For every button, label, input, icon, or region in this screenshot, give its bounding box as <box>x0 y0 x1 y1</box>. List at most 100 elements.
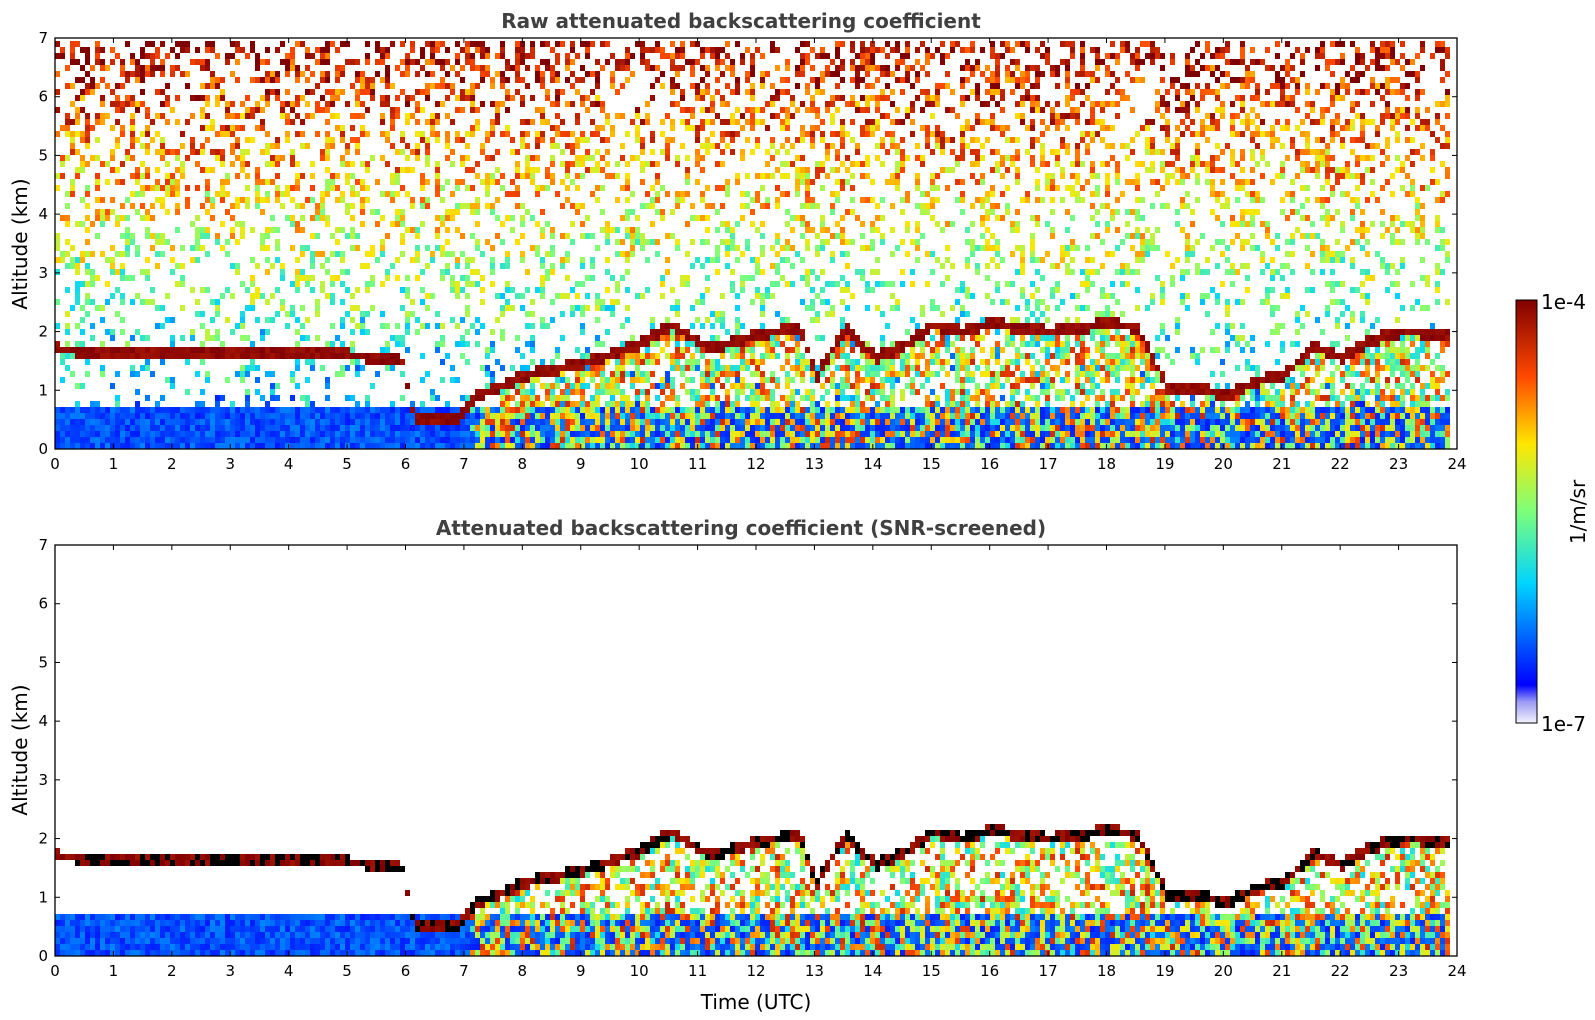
heat-cell-0-914 <box>220 95 225 101</box>
heat-cell-0-4788 <box>885 395 890 401</box>
heat-cell-0-4681 <box>865 53 870 59</box>
heat-cell-0-4467 <box>835 281 840 287</box>
heat-cell-0-4715 <box>870 47 875 53</box>
heat-cell-0-3396 <box>665 407 670 413</box>
heat-cell-0-2034 <box>430 443 435 449</box>
heat-cell-0-4064 <box>770 281 775 287</box>
heat-cell-0-1796 <box>385 443 390 449</box>
heat-cell-0-4693 <box>870 377 875 383</box>
heat-cell-0-900 <box>220 347 225 353</box>
heat-cell-0-1965 <box>415 251 420 257</box>
heat-cell-0-2192 <box>460 437 465 443</box>
heat-cell-0-3276 <box>640 47 645 53</box>
heat-cell-0-3227 <box>635 389 640 395</box>
heat-cell-0-987 <box>235 155 240 161</box>
heat-cell-0-353 <box>115 83 120 89</box>
heat-cell-0-3364 <box>660 431 665 437</box>
heat-cell-0-1330 <box>295 71 300 77</box>
heat-cell-0-4053 <box>770 401 775 407</box>
heat-cell-0-1846 <box>390 107 395 113</box>
heat-cell-0-922 <box>225 413 230 419</box>
heat-cell-0-2004 <box>420 53 425 59</box>
heat-cell-0-557 <box>155 431 160 437</box>
heat-cell-0-1272 <box>290 419 295 425</box>
heat-cell-0-3202 <box>630 359 635 365</box>
heat-cell-0-887 <box>215 95 220 101</box>
heat-cell-0-1295 <box>290 59 295 65</box>
heat-cell-0-4754 <box>880 407 885 413</box>
heat-cell-0-3040 <box>600 41 605 47</box>
heat-cell-0-1696 <box>360 89 365 95</box>
heat-cell-0-1663 <box>355 137 360 143</box>
heat-cell-0-3100 <box>615 431 620 437</box>
heat-cell-0-603 <box>160 143 165 149</box>
heat-cell-0-1260 <box>285 119 290 125</box>
heat-cell-0-511 <box>145 275 150 281</box>
heat-cell-0-3625 <box>700 107 705 113</box>
heat-cell-0-4927 <box>905 41 910 47</box>
heat-cell-0-3530 <box>685 173 690 179</box>
heat-cell-0-375 <box>120 179 125 185</box>
heat-cell-0-3188 <box>625 59 630 65</box>
heat-cell-0-4579 <box>850 119 855 125</box>
heat-cell-0-3166 <box>625 359 630 365</box>
heat-cell-0-1243 <box>280 41 285 47</box>
heat-cell-0-3662 <box>705 89 710 95</box>
heat-cell-0-1493 <box>325 119 330 125</box>
heat-cell-0-2140 <box>450 443 455 449</box>
heat-cell-0-3594 <box>695 83 700 89</box>
heat-cell-0-2472 <box>510 437 515 443</box>
heat-cell-0-3944 <box>750 119 755 125</box>
heat-cell-0-1833 <box>390 359 395 365</box>
heat-cell-0-1736 <box>370 383 375 389</box>
heat-cell-0-575 <box>155 149 160 155</box>
heat-cell-0-3531 <box>685 167 690 173</box>
heat-cell-0-3665 <box>705 65 710 71</box>
heat-cell-0-2822 <box>565 77 570 83</box>
heat-cell-0-3640 <box>705 395 710 401</box>
heat-cell-0-3209 <box>630 239 635 245</box>
heat-cell-0-2109 <box>440 77 445 83</box>
heat-cell-0-410 <box>130 443 135 449</box>
heat-cell-0-873 <box>215 353 220 359</box>
heat-cell-0-4558 <box>850 425 855 431</box>
heat-cell-0-2199 <box>460 353 465 359</box>
heat-cell-0-839 <box>205 41 210 47</box>
heat-cell-0-2849 <box>570 101 575 107</box>
heat-cell-0-3742 <box>720 347 725 353</box>
heat-cell-0-3651 <box>705 257 710 263</box>
heat-cell-0-545 <box>150 215 155 221</box>
heat-cell-0-1220 <box>275 71 280 77</box>
heat-cell-0-2115 <box>445 431 450 437</box>
heat-cell-0-295 <box>105 179 110 185</box>
heat-cell-0-3523 <box>685 329 690 335</box>
heat-cell-0-4122 <box>780 257 785 263</box>
heat-cell-0-2216 <box>460 65 465 71</box>
heat-cell-0-3027 <box>600 341 605 347</box>
heat-cell-0-4728 <box>875 365 880 371</box>
heat-cell-0-3814 <box>730 239 735 245</box>
heat-cell-0-2100 <box>440 269 445 275</box>
heat-cell-0-3239 <box>635 215 640 221</box>
heat-cell-0-1832 <box>390 365 395 371</box>
heat-cell-0-3673 <box>710 407 715 413</box>
heat-cell-0-4114 <box>780 407 785 413</box>
heat-cell-0-3473 <box>675 191 680 197</box>
heat-cell-0-2314 <box>480 395 485 401</box>
heat-cell-0-3031 <box>600 209 605 215</box>
heat-cell-0-2019 <box>425 203 430 209</box>
heat-cell-0-2774 <box>560 407 565 413</box>
heat-cell-0-588 <box>160 407 165 413</box>
heat-cell-0-2511 <box>515 173 520 179</box>
heat-cell-0-2890 <box>580 419 585 425</box>
heat-cell-0-1134 <box>265 443 270 449</box>
heat-cell-0-2471 <box>510 443 515 449</box>
heat-cell-0-3687 <box>710 203 715 209</box>
heat-cell-0-3704 <box>715 395 720 401</box>
heat-cell-0-4526 <box>845 437 850 443</box>
heat-cell-0-1420 <box>315 407 320 413</box>
heat-cell-0-2903 <box>580 323 585 329</box>
heat-cell-0-1481 <box>325 257 330 263</box>
heat-cell-0-2023 <box>425 155 430 161</box>
heat-cell-0-4497 <box>840 353 845 359</box>
